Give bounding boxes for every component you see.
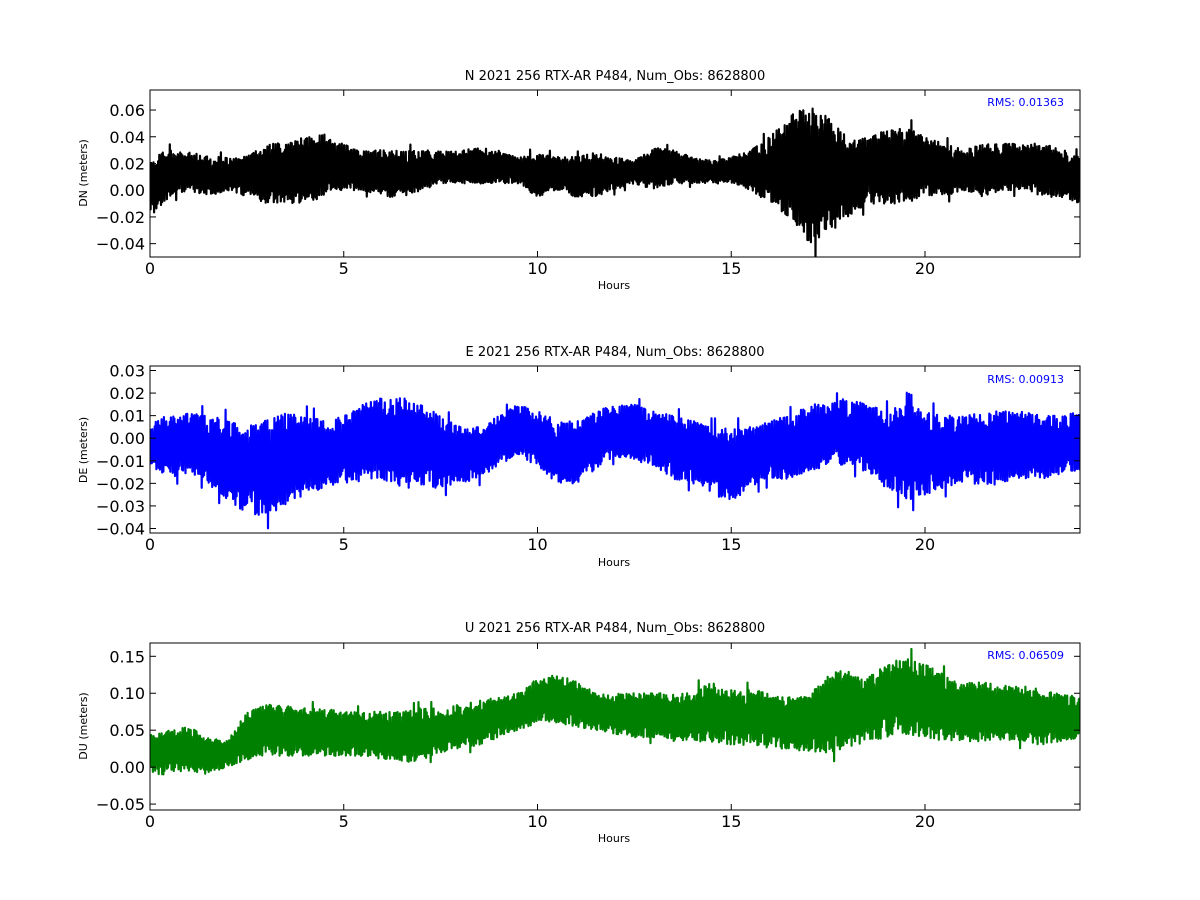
x-tick-label-east: 20 <box>915 535 935 554</box>
x-tick-label-north: 0 <box>145 259 155 278</box>
panel-up: U 2021 256 RTX-AR P484, Num_Obs: 8628800… <box>77 621 1081 845</box>
ticks-north: 0 5 10 15 20 −0.04 −0.02 0.00 0.02 0.04 0.06 <box>96 90 1080 278</box>
y-tick-label-east: 0.02 <box>109 384 145 403</box>
axes-frame-east <box>149 365 1081 534</box>
x-tick-label-up: 20 <box>915 812 935 831</box>
x-tick-label-up: 15 <box>721 812 741 831</box>
plot-area-up <box>150 647 1080 776</box>
chart-title-north: N 2021 256 RTX-AR P484, Num_Obs: 8628800 <box>465 69 765 84</box>
x-tick-label-north: 10 <box>527 259 547 278</box>
y-tick-label-east: −0.02 <box>96 474 145 493</box>
y-tick-label-north: −0.02 <box>96 208 145 227</box>
series-line-north <box>150 107 1080 257</box>
y-tick-label-north: 0.00 <box>109 181 145 200</box>
y-tick-label-north: −0.04 <box>96 235 145 254</box>
panel-east: E 2021 256 RTX-AR P484, Num_Obs: 8628800… <box>77 345 1081 569</box>
x-tick-label-east: 10 <box>527 535 547 554</box>
chart-title-east: E 2021 256 RTX-AR P484, Num_Obs: 8628800 <box>466 345 765 360</box>
x-tick-label-east: 5 <box>339 535 349 554</box>
y-tick-label-east: −0.01 <box>96 452 145 471</box>
x-tick-label-up: 0 <box>145 812 155 831</box>
y-tick-label-up: 0.00 <box>109 758 145 777</box>
ylabel-up: DU (meters) <box>77 692 90 759</box>
y-tick-label-east: 0.01 <box>109 407 145 426</box>
ticks-east: 0 5 10 15 20 −0.04 −0.03 −0.02 −0.01 0.00 0.01 0.02… <box>96 362 1080 554</box>
x-tick-label-north: 20 <box>915 259 935 278</box>
ticks-up: 0 5 10 15 20 −0.05 0.00 0.05 0.10 0.15 <box>96 643 1080 831</box>
panel-north: N 2021 256 RTX-AR P484, Num_Obs: 8628800… <box>77 69 1081 292</box>
x-tick-label-east: 0 <box>145 535 155 554</box>
ylabel-north: DN (meters) <box>77 139 90 207</box>
axes-frame-up <box>149 642 1081 811</box>
ylabel-east: DE (meters) <box>77 417 90 483</box>
rms-annotation-north: RMS: 0.01363 <box>987 96 1064 109</box>
xlabel-up: Hours <box>598 832 630 845</box>
plot-area-north <box>150 107 1080 257</box>
x-tick-label-up: 5 <box>339 812 349 831</box>
x-tick-label-up: 10 <box>527 812 547 831</box>
xlabel-north: Hours <box>598 279 630 292</box>
y-tick-label-east: 0.03 <box>109 362 145 381</box>
plot-area-east <box>150 391 1080 530</box>
xlabel-east: Hours <box>598 556 630 569</box>
x-tick-label-north: 15 <box>721 259 741 278</box>
series-line-up <box>150 647 1080 776</box>
chart-title-up: U 2021 256 RTX-AR P484, Num_Obs: 8628800 <box>465 621 765 636</box>
y-tick-label-north: 0.06 <box>109 101 145 120</box>
y-tick-label-north: 0.02 <box>109 154 145 173</box>
y-tick-label-east: −0.04 <box>96 519 145 538</box>
y-tick-label-up: 0.15 <box>109 647 145 666</box>
y-tick-label-north: 0.04 <box>109 128 145 147</box>
y-tick-label-east: 0.00 <box>109 429 145 448</box>
y-tick-label-up: −0.05 <box>96 795 145 814</box>
x-tick-label-north: 5 <box>339 259 349 278</box>
y-tick-label-up: 0.05 <box>109 721 145 740</box>
x-tick-label-east: 15 <box>721 535 741 554</box>
y-tick-label-up: 0.10 <box>109 684 145 703</box>
series-line-east <box>150 391 1080 530</box>
rms-annotation-east: RMS: 0.00913 <box>987 373 1064 386</box>
rms-annotation-up: RMS: 0.06509 <box>987 649 1064 662</box>
y-tick-label-east: −0.03 <box>96 497 145 516</box>
axes-frame-north <box>149 89 1081 258</box>
